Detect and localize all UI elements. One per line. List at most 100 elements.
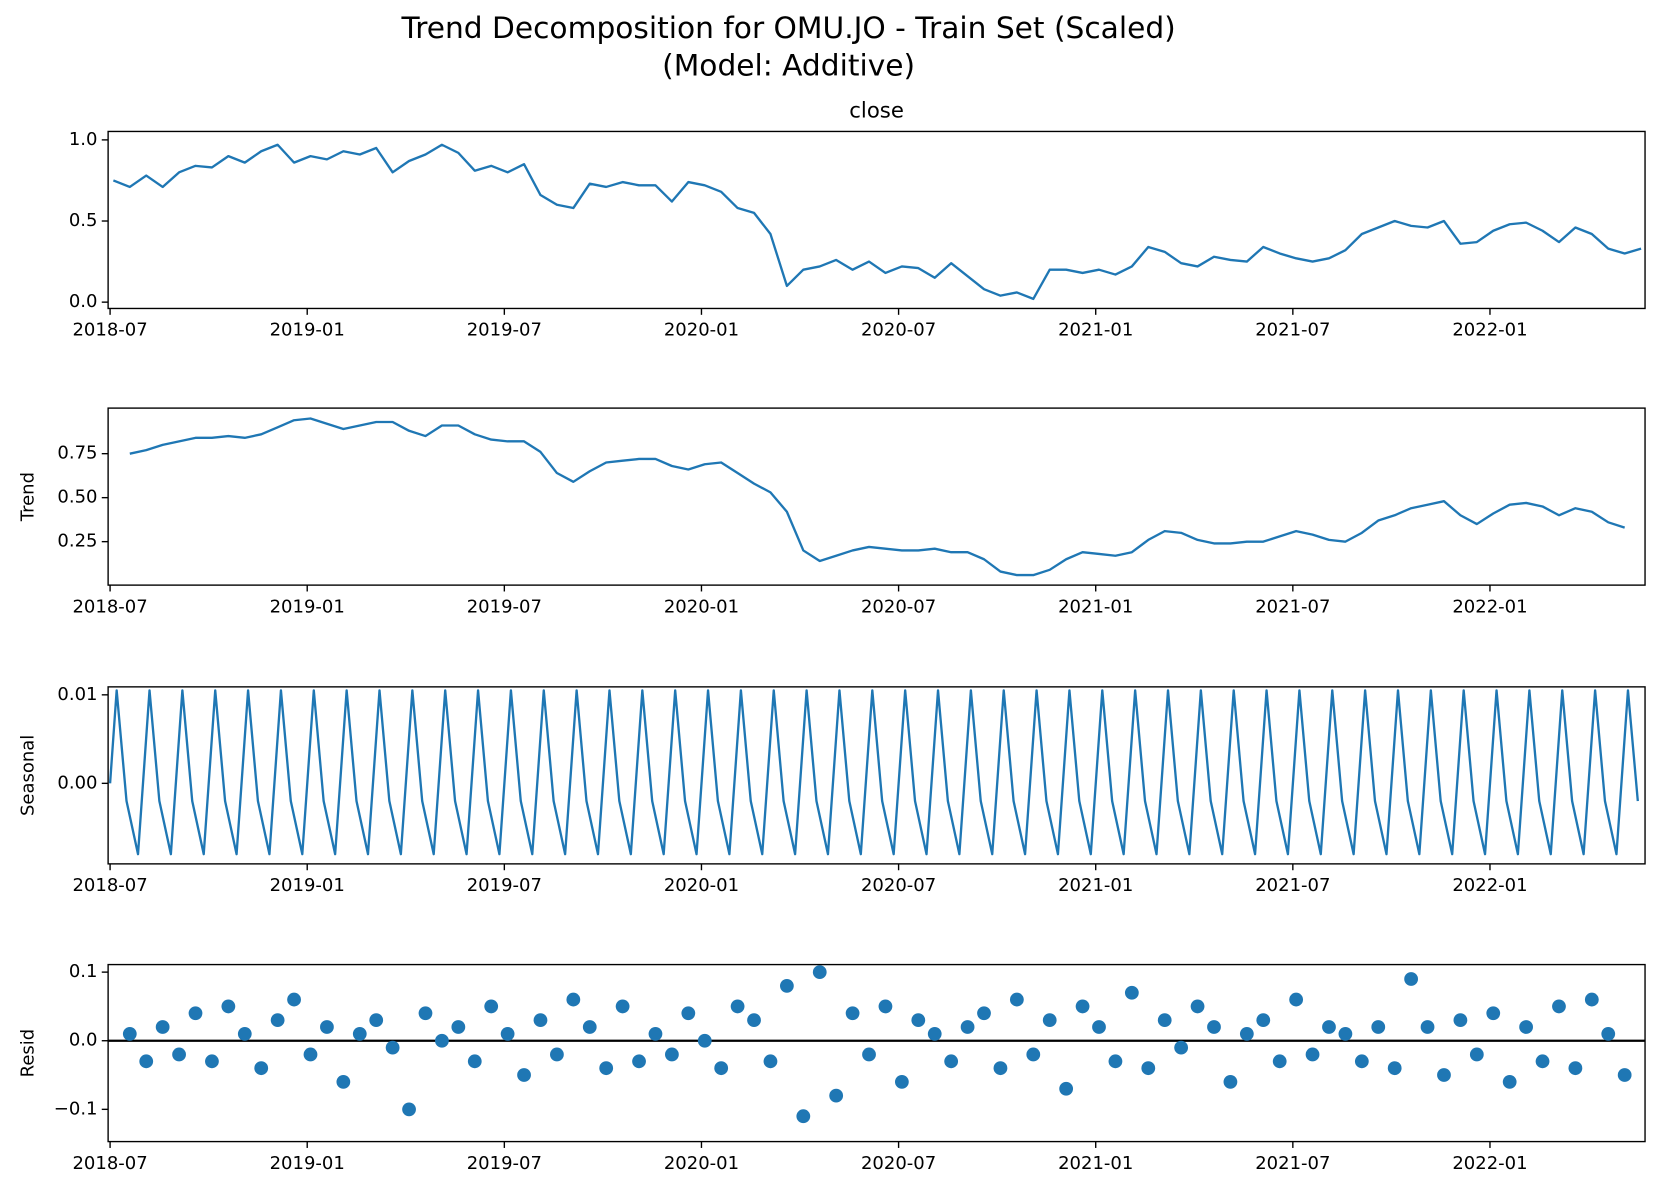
resid-point xyxy=(533,1013,548,1028)
x-tick-label: 2021-01 xyxy=(1058,596,1133,617)
resid-point xyxy=(1124,985,1139,1000)
y-tick-label: 0.50 xyxy=(57,487,97,508)
resid-point xyxy=(1601,1026,1616,1041)
x-tick-label: 2018-07 xyxy=(72,596,147,617)
resid-point xyxy=(336,1075,351,1089)
y-tick-label: 0.75 xyxy=(57,443,97,464)
resid-point xyxy=(205,1054,219,1069)
x-tick-label: 2020-07 xyxy=(861,1153,936,1174)
axes-frame xyxy=(107,130,1646,310)
x-tick-label: 2022-01 xyxy=(1452,1153,1527,1174)
resid-point xyxy=(270,1013,285,1028)
y-tick-label: 0.0 xyxy=(69,291,98,312)
resid-point xyxy=(1305,1047,1320,1062)
resid-point xyxy=(1568,1061,1583,1076)
axes-frame xyxy=(107,686,1646,865)
resid-point xyxy=(911,1013,926,1028)
resid-point xyxy=(1354,1054,1369,1069)
resid-point xyxy=(1453,1013,1468,1028)
resid-point xyxy=(1108,1054,1123,1069)
resid-point xyxy=(500,1026,515,1041)
y-tick-label: 0.00 xyxy=(57,772,97,793)
resid-point xyxy=(1420,1020,1435,1034)
resid-point xyxy=(845,1006,860,1021)
resid-point xyxy=(681,1006,696,1021)
resid-point xyxy=(435,1033,449,1048)
resid-point xyxy=(385,1040,400,1055)
resid-point xyxy=(1617,1068,1632,1082)
resid-point xyxy=(172,1047,186,1062)
x-tick-label: 2019-07 xyxy=(467,320,542,341)
y-tick-label: 0.25 xyxy=(57,531,97,552)
y-axis-label: Seasonal xyxy=(18,735,39,816)
x-tick-label: 2020-01 xyxy=(664,1153,739,1174)
x-tick-label: 2022-01 xyxy=(1452,320,1527,341)
resid-point xyxy=(1584,992,1599,1007)
x-tick-label: 2021-07 xyxy=(1255,596,1330,617)
resid-point xyxy=(747,1013,761,1028)
x-tick-label: 2019-01 xyxy=(270,875,345,896)
resid-point xyxy=(467,1054,482,1069)
resid-point xyxy=(451,1020,466,1034)
panel-title: close xyxy=(849,97,904,122)
resid-point xyxy=(960,1020,975,1034)
x-tick-label: 2021-01 xyxy=(1058,1153,1133,1174)
resid-point xyxy=(1552,999,1566,1014)
resid-point xyxy=(599,1061,614,1076)
resid-point xyxy=(1371,1020,1386,1034)
x-tick-label: 2021-07 xyxy=(1255,1153,1330,1174)
resid-point xyxy=(139,1054,154,1069)
y-axis-label: Trend xyxy=(18,472,39,522)
x-tick-label: 2021-07 xyxy=(1255,320,1330,341)
resid-point xyxy=(566,992,581,1007)
x-tick-label: 2020-01 xyxy=(664,875,739,896)
resid-point xyxy=(320,1020,334,1034)
resid-point xyxy=(894,1075,909,1089)
resid-point xyxy=(155,1020,170,1034)
resid-point xyxy=(878,999,893,1014)
x-tick-label: 2020-07 xyxy=(861,875,936,896)
resid-point xyxy=(632,1054,646,1069)
x-tick-label: 2021-07 xyxy=(1255,875,1330,896)
resid-point xyxy=(1272,1054,1287,1069)
resid-point xyxy=(303,1047,318,1062)
resid-point xyxy=(582,1020,597,1034)
resid-point xyxy=(1535,1054,1550,1069)
figure-title: Trend Decomposition for OMU.JO - Train S… xyxy=(400,10,1175,45)
series-line xyxy=(108,689,1639,856)
x-tick-label: 2020-01 xyxy=(664,320,739,341)
resid-point xyxy=(188,1006,203,1021)
series-line xyxy=(129,417,1626,577)
resid-point xyxy=(237,1026,252,1041)
resid-point xyxy=(352,1026,367,1041)
resid-point xyxy=(665,1047,679,1062)
resid-point xyxy=(1190,999,1205,1014)
x-tick-label: 2020-07 xyxy=(861,320,936,341)
resid-point xyxy=(1437,1068,1451,1082)
x-tick-label: 2020-07 xyxy=(861,596,936,617)
axes-frame xyxy=(107,963,1646,1143)
x-tick-label: 2021-01 xyxy=(1058,875,1133,896)
y-tick-label: 0.5 xyxy=(69,210,98,231)
resid-point xyxy=(1256,1013,1271,1028)
resid-point xyxy=(254,1061,269,1076)
y-tick-label: −0.1 xyxy=(54,1098,98,1119)
x-tick-label: 2018-07 xyxy=(72,875,147,896)
resid-point xyxy=(714,1061,729,1076)
x-tick-label: 2018-07 xyxy=(72,320,147,341)
resid-point xyxy=(697,1033,712,1048)
resid-point xyxy=(1289,992,1304,1007)
resid-point xyxy=(944,1054,959,1069)
resid-point xyxy=(1338,1026,1353,1041)
resid-point xyxy=(993,1061,1008,1076)
resid-point xyxy=(484,999,499,1014)
resid-point xyxy=(287,992,301,1007)
resid-point xyxy=(1075,999,1090,1014)
resid-point xyxy=(796,1109,811,1124)
y-tick-label: 0.1 xyxy=(69,961,98,982)
resid-point xyxy=(1042,1013,1057,1028)
x-tick-label: 2019-01 xyxy=(270,1153,345,1174)
resid-point xyxy=(418,1006,433,1021)
resid-point xyxy=(1141,1061,1156,1076)
